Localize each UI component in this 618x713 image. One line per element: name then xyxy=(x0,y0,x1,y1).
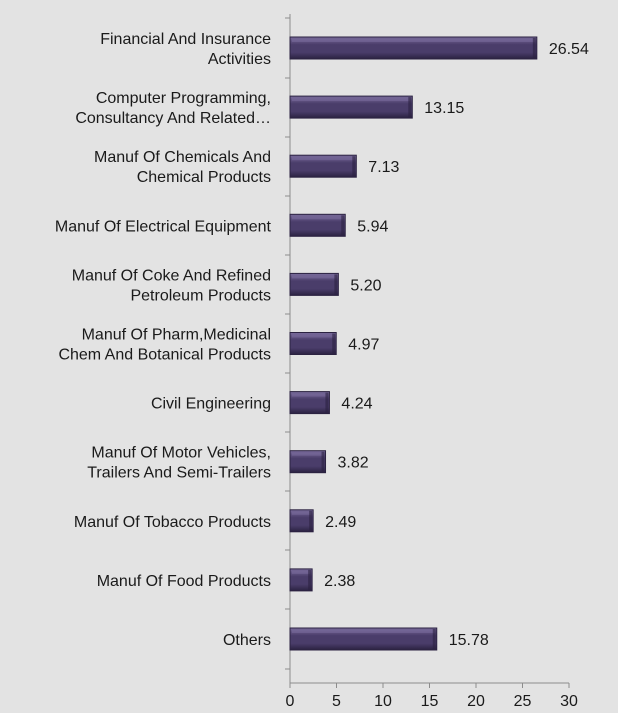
value-label: 13.15 xyxy=(424,100,464,117)
bar-edge xyxy=(332,333,336,354)
category-label: Consultancy And Related… xyxy=(75,110,271,127)
value-label: 3.82 xyxy=(338,455,369,472)
category-label: Manuf Of Pharm,Medicinal xyxy=(82,327,271,344)
category-label: Trailers And Semi-Trailers xyxy=(87,465,271,482)
category-label: Manuf Of Chemicals And xyxy=(94,149,271,166)
bar-highlight xyxy=(292,570,311,574)
category-label: Others xyxy=(223,632,271,649)
bar-body xyxy=(289,450,327,474)
bar-edge xyxy=(325,392,329,413)
bar-edge xyxy=(432,629,436,649)
bar xyxy=(289,36,538,60)
value-labels: 26.54 13.15 7.13 5.94 5.20 4.97 4.24 3.82 2.49 2.… xyxy=(324,41,589,649)
bar xyxy=(289,154,357,178)
bar-body xyxy=(289,391,330,415)
bar-body xyxy=(289,568,313,592)
bar-highlight xyxy=(292,334,335,338)
bar xyxy=(289,213,346,237)
category-label: Computer Programming, xyxy=(96,90,271,107)
x-tick-label: 25 xyxy=(514,693,532,710)
bar-body xyxy=(289,332,337,355)
category-label: Petroleum Products xyxy=(130,287,271,304)
bar-highlight xyxy=(292,393,328,397)
category-label: Manuf Of Food Products xyxy=(97,573,271,590)
category-label: Financial And Insurance xyxy=(100,31,271,48)
bars xyxy=(289,36,538,651)
category-label: Chemical Products xyxy=(137,169,271,186)
bar-highlight xyxy=(292,216,344,220)
bar xyxy=(289,332,337,355)
x-tick-label: 10 xyxy=(374,693,392,710)
bar-body xyxy=(289,272,339,296)
bar-edge xyxy=(341,215,345,236)
bar-highlight xyxy=(292,157,355,161)
bar-highlight xyxy=(292,511,312,515)
category-label: Manuf Of Electrical Equipment xyxy=(55,218,272,235)
bar-edge xyxy=(334,274,338,295)
value-label: 4.97 xyxy=(348,337,379,354)
bar-body xyxy=(289,509,314,533)
category-label: Civil Engineering xyxy=(151,396,271,413)
bar-highlight xyxy=(292,98,411,102)
value-label: 5.94 xyxy=(357,218,388,235)
bar-edge xyxy=(352,156,356,177)
bar-edge xyxy=(309,510,313,531)
x-tick-label: 20 xyxy=(467,693,485,710)
bar-highlight xyxy=(292,452,324,456)
bar xyxy=(289,509,314,533)
x-tick-label: 15 xyxy=(421,693,439,710)
value-label: 26.54 xyxy=(549,41,589,58)
category-labels: Financial And Insurance Activities Compute… xyxy=(55,31,272,649)
bar-highlight xyxy=(292,275,337,279)
category-label: Activities xyxy=(208,51,271,68)
bar xyxy=(289,272,339,296)
bar-edge xyxy=(408,97,412,118)
bar-body xyxy=(289,154,357,178)
bar xyxy=(289,391,330,415)
value-label: 2.38 xyxy=(324,573,355,590)
bar xyxy=(289,95,413,119)
bar-edge xyxy=(308,569,312,590)
x-tick-label: 30 xyxy=(560,693,578,710)
bar-body xyxy=(289,627,438,651)
x-tick-label: 5 xyxy=(332,693,341,710)
bar-highlight xyxy=(292,39,535,42)
bar-edge xyxy=(532,38,536,58)
bar xyxy=(289,568,313,592)
bar-body xyxy=(289,95,413,119)
x-tick-labels: 0 5 10 15 20 25 30 xyxy=(286,693,578,710)
x-tick-label: 0 xyxy=(286,693,295,710)
category-label: Manuf Of Coke And Refined xyxy=(72,267,271,284)
value-label: 5.20 xyxy=(350,277,381,294)
value-label: 7.13 xyxy=(368,159,399,176)
value-label: 2.49 xyxy=(325,514,356,531)
category-label: Manuf Of Tobacco Products xyxy=(74,514,271,531)
value-label: 15.78 xyxy=(449,632,489,649)
bar xyxy=(289,450,327,474)
category-label: Manuf Of Motor Vehicles, xyxy=(91,445,271,462)
bar-edge xyxy=(321,451,325,472)
bar xyxy=(289,627,438,651)
bar-highlight xyxy=(292,630,435,633)
bar-body xyxy=(289,213,346,237)
value-label: 4.24 xyxy=(341,396,372,413)
category-label: Chem And Botanical Products xyxy=(58,347,271,364)
bar-body xyxy=(289,36,538,60)
